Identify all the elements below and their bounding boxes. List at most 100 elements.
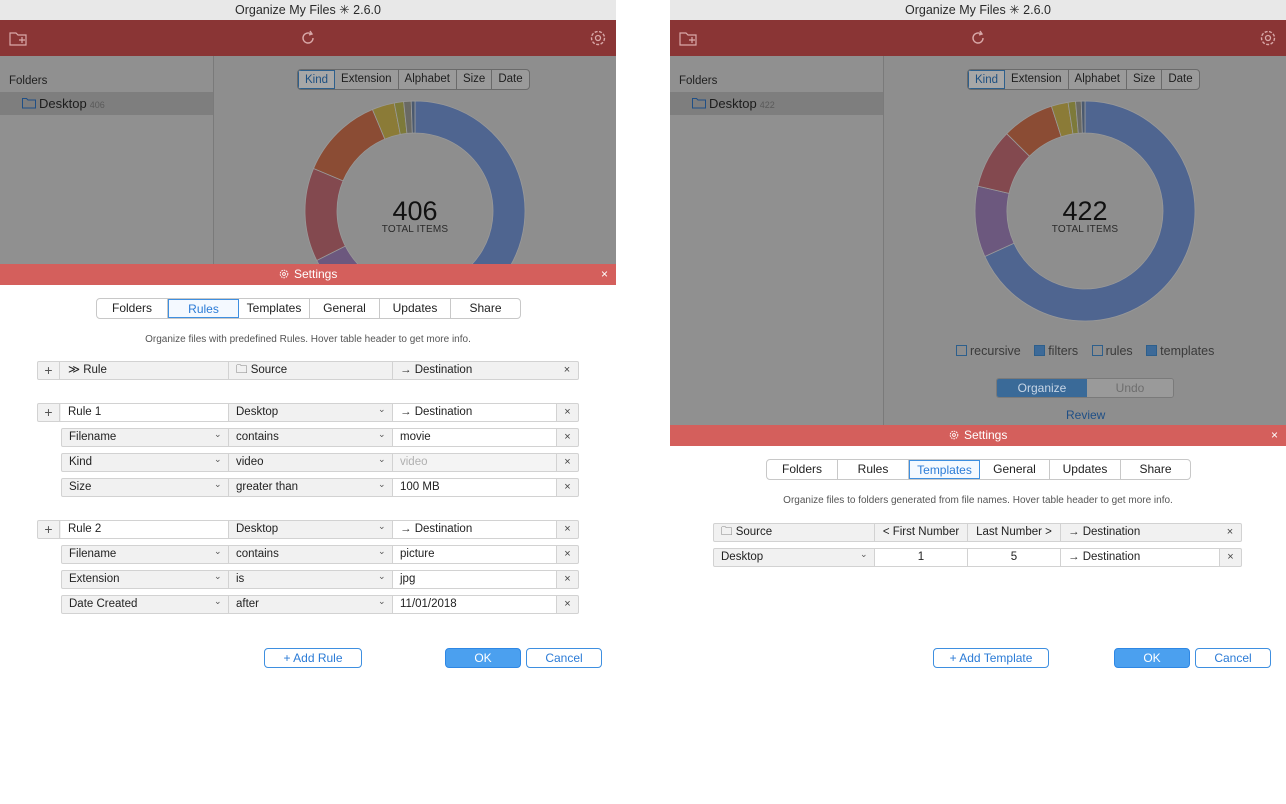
rule-name-field[interactable]: Rule 1 xyxy=(61,404,228,421)
condition-field-select[interactable]: Extension xyxy=(69,573,120,585)
ok-button[interactable]: OK xyxy=(445,648,521,668)
remove-condition-button[interactable]: × xyxy=(556,546,578,563)
option-templates[interactable]: templates xyxy=(1146,344,1214,358)
review-link[interactable]: Review xyxy=(1066,408,1106,422)
sort-tab-extension[interactable]: Extension xyxy=(335,70,399,89)
new-folder-icon[interactable] xyxy=(678,28,698,48)
chevron-down-icon: ⌄ xyxy=(214,571,222,581)
sort-tab-alphabet[interactable]: Alphabet xyxy=(399,70,457,89)
settings-close-button[interactable]: × xyxy=(600,267,608,281)
remove-rule-button[interactable]: × xyxy=(556,404,578,421)
tab-share[interactable]: Share xyxy=(1139,462,1172,476)
condition-value-field[interactable]: 11/01/2018 xyxy=(392,596,556,613)
refresh-icon[interactable] xyxy=(298,28,318,48)
new-folder-icon[interactable] xyxy=(8,28,28,48)
chevron-down-icon: ⌄ xyxy=(214,429,222,439)
template-destination-field[interactable]: → Destination xyxy=(1060,549,1220,566)
gear-icon[interactable] xyxy=(1258,28,1278,48)
organize-button[interactable]: Organize xyxy=(997,379,1087,397)
first-number-field[interactable]: 1 xyxy=(874,549,967,566)
sort-tab-alphabet[interactable]: Alphabet xyxy=(1069,70,1127,89)
window-title: Organize My Files ✳ 2.6.0 xyxy=(0,0,616,20)
add-template-button[interactable]: + Add Template xyxy=(933,648,1049,668)
condition-value-field[interactable]: picture xyxy=(392,546,556,563)
sort-tab-size[interactable]: Size xyxy=(457,70,493,89)
condition-field-select[interactable]: Date Created xyxy=(69,598,138,610)
sort-tab-date[interactable]: Date xyxy=(498,73,523,85)
condition-op-select[interactable]: is xyxy=(228,571,392,588)
rule-source-select[interactable]: Desktop xyxy=(228,404,392,421)
option-filters[interactable]: filters xyxy=(1034,344,1078,358)
add-rule-plus-button[interactable]: + xyxy=(38,362,60,379)
tab-share[interactable]: Share xyxy=(469,301,502,315)
tab-templates[interactable]: Templates xyxy=(909,460,980,479)
gear-icon[interactable] xyxy=(588,28,608,48)
sort-tab-size[interactable]: Size xyxy=(1127,70,1163,89)
header-close-button[interactable]: × xyxy=(563,364,571,376)
add-condition-button[interactable]: + xyxy=(38,404,60,421)
donut-slice-8[interactable] xyxy=(1080,100,1086,134)
donut-slice-8[interactable] xyxy=(410,100,416,134)
cancel-button[interactable]: Cancel xyxy=(1195,648,1271,668)
template-source-select[interactable]: Desktop xyxy=(721,551,764,563)
sidebar-item-desktop[interactable]: Desktop 406 xyxy=(0,92,213,115)
condition-value-field[interactable]: jpg xyxy=(392,571,556,588)
remove-condition-button[interactable]: × xyxy=(556,454,578,471)
condition-value-field[interactable]: 100 MB xyxy=(392,479,556,496)
rule-name-field[interactable]: Rule 2 xyxy=(61,521,228,538)
undo-button[interactable]: Undo xyxy=(1087,379,1173,397)
condition-value-field[interactable]: video xyxy=(392,454,556,471)
sort-tab-extension[interactable]: Extension xyxy=(1005,70,1069,89)
condition-op-select[interactable]: greater than xyxy=(228,479,392,496)
remove-condition-button[interactable]: × xyxy=(556,571,578,588)
remove-template-button[interactable]: × xyxy=(1219,549,1241,566)
sort-tab-kind[interactable]: Kind xyxy=(968,70,1006,89)
chevron-down-icon: ⌄ xyxy=(378,521,386,531)
cancel-button[interactable]: Cancel xyxy=(526,648,602,668)
header-close-button[interactable]: × xyxy=(1226,526,1234,538)
tab-rules[interactable]: Rules xyxy=(838,460,909,479)
add-rule-button[interactable]: + Add Rule xyxy=(264,648,362,668)
remove-rule-button[interactable]: × xyxy=(556,521,578,538)
option-recursive[interactable]: recursive xyxy=(956,344,1021,358)
condition-field-select[interactable]: Filename xyxy=(69,548,117,560)
condition-op-select[interactable]: after xyxy=(228,596,392,613)
tab-updates[interactable]: Updates xyxy=(1050,460,1121,479)
condition-field-select[interactable]: Kind xyxy=(69,456,93,468)
add-condition-button[interactable]: + xyxy=(38,521,60,538)
chevron-down-icon: ⌄ xyxy=(214,546,222,556)
condition-op-select[interactable]: contains xyxy=(228,546,392,563)
condition-op-select[interactable]: contains xyxy=(228,429,392,446)
ok-button[interactable]: OK xyxy=(1114,648,1190,668)
tab-rules[interactable]: Rules xyxy=(168,299,239,318)
donut-slice-1[interactable] xyxy=(984,100,1196,322)
settings-bar: Settings × xyxy=(670,425,1286,446)
tab-templates[interactable]: Templates xyxy=(239,299,310,318)
templates-table-header: 🗀 Source < First Number Last Number > → … xyxy=(713,523,1242,542)
tab-folders[interactable]: Folders xyxy=(767,460,838,479)
remove-condition-button[interactable]: × xyxy=(556,429,578,446)
settings-bar: Settings × xyxy=(0,264,616,285)
tab-folders[interactable]: Folders xyxy=(97,299,168,318)
option-rules[interactable]: rules xyxy=(1091,344,1133,358)
sort-tab-date[interactable]: Date xyxy=(1168,73,1193,85)
rule-source-select[interactable]: Desktop xyxy=(228,521,392,538)
condition-field-select[interactable]: Filename xyxy=(69,431,117,443)
remove-condition-button[interactable]: × xyxy=(556,596,578,613)
sidebar-item-desktop[interactable]: Desktop 422 xyxy=(670,92,883,115)
last-number-field[interactable]: 5 xyxy=(967,549,1060,566)
refresh-icon[interactable] xyxy=(968,28,988,48)
condition-field-select[interactable]: Size xyxy=(69,481,92,493)
rule-destination-field[interactable]: → Destination xyxy=(392,404,556,421)
chevron-down-icon: ⌄ xyxy=(378,571,386,581)
sort-tab-kind[interactable]: Kind xyxy=(298,70,336,89)
kind-donut-chart[interactable] xyxy=(974,100,1196,322)
tab-general[interactable]: General xyxy=(980,460,1050,479)
settings-close-button[interactable]: × xyxy=(1270,428,1278,442)
tab-general[interactable]: General xyxy=(310,299,380,318)
condition-op-select[interactable]: video xyxy=(228,454,392,471)
rule-destination-field[interactable]: → Destination xyxy=(392,521,556,538)
remove-condition-button[interactable]: × xyxy=(556,479,578,496)
condition-value-field[interactable]: movie xyxy=(392,429,556,446)
tab-updates[interactable]: Updates xyxy=(380,299,451,318)
